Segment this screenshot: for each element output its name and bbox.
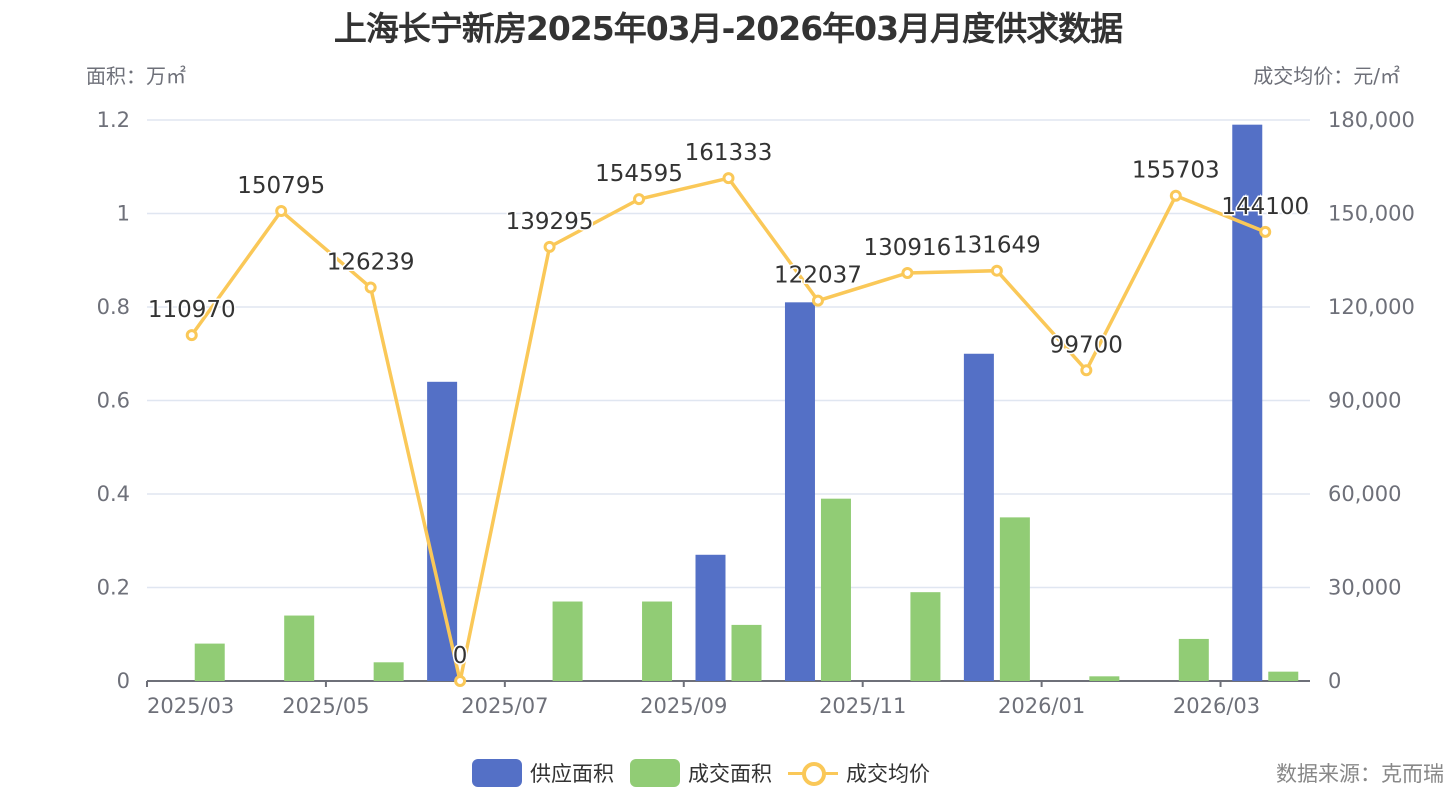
price-label: 0: [453, 643, 468, 669]
supply-bar: [963, 353, 994, 681]
right-y-tick: 90,000: [1328, 389, 1401, 413]
right-y-tick: 60,000: [1328, 482, 1401, 506]
left-axis-name: 面积：万㎡: [86, 64, 186, 88]
x-tick-label: 2026/01: [998, 694, 1085, 718]
right-y-tick: 120,000: [1328, 295, 1415, 319]
line-marker-icon: [788, 759, 838, 787]
deal-bar: [910, 592, 941, 681]
legend-price-label: 成交均价: [846, 762, 930, 786]
price-point: [1169, 189, 1182, 202]
price-label: 126239: [327, 250, 415, 276]
price-label: 155703: [1132, 158, 1220, 184]
deal-bar: [1178, 638, 1209, 681]
x-tick-label: 2025/09: [640, 694, 727, 718]
left-y-tick: 0.8: [97, 295, 130, 319]
deal-bar: [552, 601, 583, 681]
deal-bar: [284, 615, 315, 681]
left-y-tick: 0.6: [97, 389, 130, 413]
price-point: [901, 266, 914, 279]
price-label: 122037: [774, 263, 862, 289]
right-y-tick: 180,000: [1328, 108, 1415, 132]
x-tick-label: 2025/07: [461, 694, 548, 718]
legend-supply-label: 供应面积: [530, 762, 614, 786]
legend-deal[interactable]: 成交面积: [630, 758, 772, 788]
right-axis-name: 成交均价：元/㎡: [1253, 64, 1400, 88]
price-label: 110970: [148, 297, 236, 323]
price-point: [543, 240, 556, 253]
price-point: [364, 281, 377, 294]
left-y-tick: 0: [117, 669, 130, 693]
price-label: 161333: [685, 140, 773, 166]
price-label: 154595: [595, 161, 683, 187]
deal-bar: [373, 662, 404, 681]
deal-bar: [642, 601, 673, 681]
left-y-tick: 0.2: [97, 576, 130, 600]
price-point: [811, 294, 824, 307]
right-y-tick: 150,000: [1328, 202, 1415, 226]
legend-price[interactable]: 成交均价: [788, 758, 930, 788]
price-point: [185, 329, 198, 342]
price-point: [454, 675, 467, 687]
legend-deal-label: 成交面积: [688, 762, 772, 786]
price-point: [1080, 364, 1093, 377]
price-label: 150795: [237, 173, 325, 199]
x-tick-label: 2026/03: [1173, 694, 1260, 718]
deal-bar: [1089, 676, 1120, 681]
supply-bar: [1232, 124, 1263, 682]
supply-bar: [427, 381, 458, 681]
x-tick-label: 2025/03: [147, 694, 234, 718]
supply-bar: [784, 302, 815, 681]
right-y-tick: 0: [1328, 669, 1341, 693]
price-point: [722, 172, 735, 185]
supply-swatch-icon: [472, 759, 522, 787]
x-tick-label: 2025/05: [282, 694, 369, 718]
legend-supply[interactable]: 供应面积: [472, 758, 614, 788]
right-y-tick: 30,000: [1328, 576, 1401, 600]
price-point: [1259, 225, 1272, 238]
price-label: 139295: [506, 209, 594, 235]
left-y-tick: 0.4: [97, 482, 130, 506]
data-source: 数据来源：克而瑞: [1276, 762, 1444, 786]
price-label: 130916: [864, 235, 952, 261]
deal-bar: [820, 498, 851, 681]
deal-swatch-icon: [630, 759, 680, 787]
price-point: [633, 193, 646, 206]
deal-bar: [999, 517, 1030, 681]
deal-bar: [1268, 671, 1299, 681]
price-label: 131649: [953, 233, 1041, 259]
left-y-tick: 1: [117, 202, 130, 226]
supply-bar: [695, 554, 726, 681]
price-point: [990, 264, 1003, 277]
left-y-tick: 1.2: [97, 108, 130, 132]
chart-title: 上海长宁新房2025年03月-2026年03月月度供求数据: [333, 9, 1123, 48]
deal-bar: [194, 643, 225, 681]
price-label: 99700: [1050, 332, 1123, 358]
x-tick-label: 2025/11: [819, 694, 906, 718]
deal-bar: [731, 624, 762, 681]
price-label: 144100: [1221, 194, 1309, 220]
price-point: [275, 205, 288, 218]
legend: 供应面积 成交面积 成交均价: [472, 758, 946, 788]
